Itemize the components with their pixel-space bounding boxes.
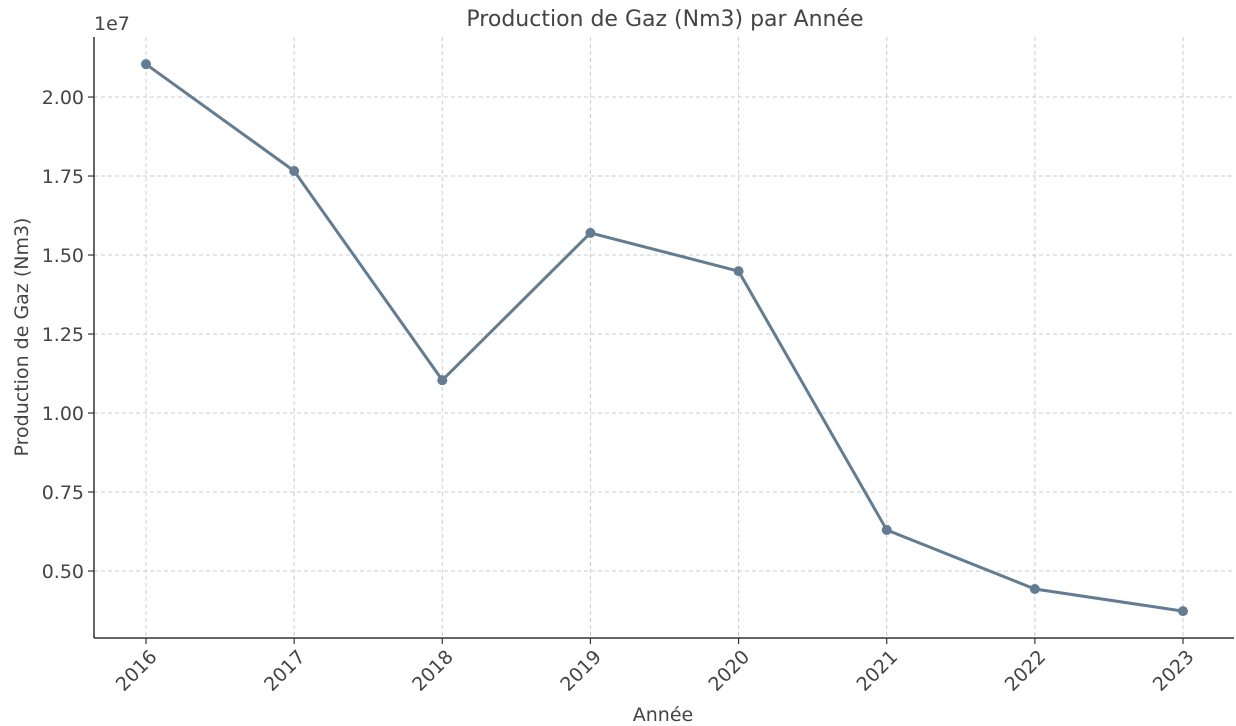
point (585, 227, 596, 238)
chart-title: Production de Gaz (Nm3) par Année (466, 7, 863, 32)
x-tick-label: 2020 (704, 646, 754, 696)
point (733, 266, 744, 277)
y-axis-label: Production de Gaz (Nm3) (11, 218, 33, 457)
x-tick-label: 2023 (1149, 646, 1199, 696)
y-tick-label: 1.75 (42, 166, 84, 188)
y-tick-label: 1.00 (42, 403, 84, 425)
point (1029, 584, 1040, 595)
point (289, 165, 300, 176)
x-tick-label: 2019 (556, 646, 606, 696)
point (1178, 606, 1188, 617)
y-tick-label: 2.00 (42, 87, 84, 109)
y-tick-label: 1.50 (42, 245, 84, 267)
x-tick-label: 2021 (852, 646, 902, 696)
point (437, 375, 448, 386)
x-tick-label: 2016 (112, 646, 162, 696)
y-tick-label: 1.25 (42, 324, 84, 346)
x-tick-label: 2022 (1001, 646, 1051, 696)
point (881, 524, 892, 535)
line (145, 62, 1184, 613)
point (141, 59, 151, 70)
x-tick-label: 2017 (260, 646, 310, 696)
y-offset-label: 1e7 (94, 13, 130, 35)
y-tick-label: 0.50 (42, 561, 84, 583)
y-tick-label: 0.75 (42, 482, 84, 504)
x-axis-label: Année (633, 704, 693, 726)
x-tick-label: 2018 (408, 646, 458, 696)
